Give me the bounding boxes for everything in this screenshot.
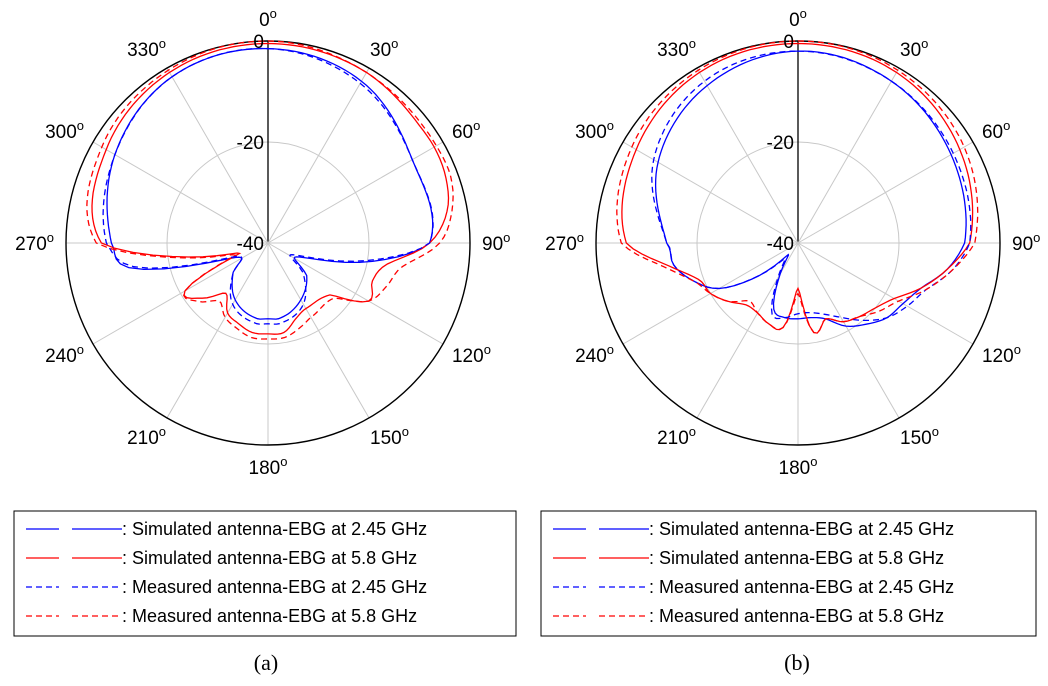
- grid-spoke: [797, 242, 900, 419]
- legend-label: : Measured antenna-EBG at 5.8 GHz: [649, 606, 944, 626]
- legend-label: : Measured antenna-EBG at 5.8 GHz: [122, 606, 417, 626]
- series-line: [91, 42, 450, 335]
- angle-tick-label: 210o: [657, 424, 696, 449]
- angle-tick-label: 30o: [900, 36, 928, 61]
- angle-tick-label: 120o: [982, 342, 1021, 367]
- angle-tick-label: 150o: [370, 424, 409, 449]
- radial-tick-label: -20: [237, 133, 264, 154]
- legend-box: [540, 510, 1037, 637]
- angle-tick-label: 0o: [789, 6, 807, 31]
- grid-spoke: [797, 242, 974, 345]
- radial-tick-label: -40: [767, 234, 794, 255]
- angle-tick-label: 300o: [45, 118, 84, 143]
- grid-spoke: [797, 67, 900, 244]
- grid-spoke: [92, 141, 269, 244]
- angle-tick-label: 180o: [249, 454, 288, 479]
- series-line: [616, 40, 979, 334]
- angle-tick-label: 300o: [575, 118, 614, 143]
- grid-spoke: [797, 141, 974, 244]
- legend-label: : Simulated antenna-EBG at 2.45 GHz: [122, 519, 427, 539]
- series-line: [102, 47, 434, 325]
- angle-tick-label: 210o: [127, 424, 166, 449]
- series-line: [651, 50, 972, 322]
- radial-tick-label: -40: [237, 234, 264, 255]
- grid-spoke: [267, 67, 370, 244]
- grid-spoke: [267, 242, 444, 345]
- radial-tick-label: 0: [783, 32, 794, 53]
- angle-tick-label: 180o: [779, 454, 818, 479]
- angle-tick-label: 90o: [1012, 230, 1040, 255]
- grid-spoke: [92, 242, 269, 345]
- legend-label: : Measured antenna-EBG at 2.45 GHz: [122, 577, 427, 597]
- angle-tick-label: 330o: [657, 36, 696, 61]
- angle-tick-label: 0o: [259, 6, 277, 31]
- series-line: [106, 47, 434, 320]
- panel-label: (a): [254, 650, 278, 675]
- grid-spoke: [267, 242, 370, 419]
- series-line: [86, 40, 454, 340]
- series-line: [654, 50, 967, 328]
- legend-label: : Simulated antenna-EBG at 5.8 GHz: [122, 548, 417, 568]
- angle-tick-label: 60o: [982, 118, 1010, 143]
- legend-label: : Measured antenna-EBG at 2.45 GHz: [649, 577, 954, 597]
- grid-spoke: [622, 141, 799, 244]
- grid-spoke: [166, 67, 269, 244]
- grid-spoke: [166, 242, 269, 419]
- angle-tick-label: 120o: [452, 342, 491, 367]
- polar-panel-b: 0 -20 -40 0o 30o 60o 90o 120o 150o 180o 210o 240o 27…: [540, 6, 1040, 675]
- series-line: [621, 42, 974, 334]
- angle-tick-label: 270o: [15, 230, 54, 255]
- legend-label: : Simulated antenna-EBG at 2.45 GHz: [649, 519, 954, 539]
- angle-tick-label: 240o: [45, 342, 84, 367]
- grid-spoke: [267, 141, 444, 244]
- angle-tick-label: 270o: [545, 230, 584, 255]
- grid-spoke: [696, 67, 799, 244]
- angle-tick-label: 60o: [452, 118, 480, 143]
- legend-box: [13, 510, 517, 637]
- angle-tick-label: 90o: [482, 230, 510, 255]
- legend-label: : Simulated antenna-EBG at 5.8 GHz: [649, 548, 944, 568]
- angle-tick-label: 150o: [900, 424, 939, 449]
- panel-label: (b): [784, 650, 810, 675]
- angle-tick-label: 240o: [575, 342, 614, 367]
- grid-spoke: [696, 242, 799, 419]
- polar-panel-a: 0 -20 -40 0o 30o 60o 90o 120o 150o 180o 210o 240o 27…: [13, 6, 517, 675]
- radial-tick-label: 0: [253, 32, 264, 53]
- angle-tick-label: 30o: [370, 36, 398, 61]
- radial-tick-label: -20: [767, 133, 794, 154]
- angle-tick-label: 330o: [127, 36, 166, 61]
